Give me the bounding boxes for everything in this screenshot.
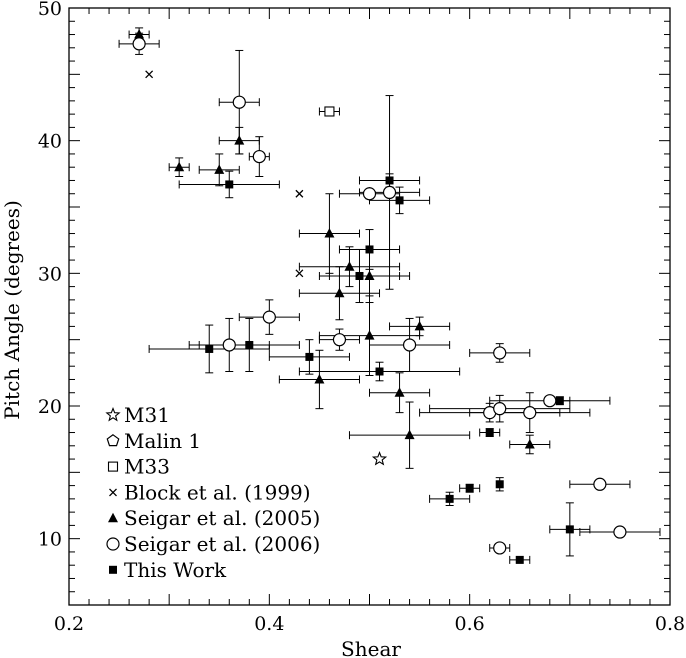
legend-entry: Malin 1 xyxy=(106,429,201,453)
legend-marker xyxy=(109,565,117,574)
data-point xyxy=(515,555,524,564)
y-tick-label: 30 xyxy=(38,263,62,285)
data-point xyxy=(234,135,245,145)
legend-entry: Seigar et al. (2006) xyxy=(106,532,320,556)
data-point xyxy=(225,180,234,189)
legend-marker xyxy=(108,512,118,523)
data-point xyxy=(314,373,325,384)
legend-label: This Work xyxy=(124,558,227,582)
legend-marker xyxy=(106,434,120,447)
data-point xyxy=(262,310,276,324)
legend-label: Seigar et al. (2006) xyxy=(124,532,320,556)
data-point xyxy=(334,287,345,298)
data-point xyxy=(145,70,154,79)
x-tick-label: 0.6 xyxy=(455,613,485,635)
data-point xyxy=(344,261,355,271)
data-point xyxy=(222,338,236,352)
axes: 0.2 0.4 0.6 0.8 10 20 30 40 50 xyxy=(38,0,685,635)
data-point xyxy=(394,387,405,397)
legend-entry: M33 xyxy=(107,455,170,479)
legend-label: Seigar et al. (2005) xyxy=(124,506,320,530)
legend-marker xyxy=(109,488,117,497)
data-point xyxy=(362,187,377,201)
legend-label: M31 xyxy=(124,403,170,427)
legend-entry: M31 xyxy=(105,403,170,427)
data-point xyxy=(465,484,474,493)
legend-entry: This Work xyxy=(109,558,227,582)
x-axis-title: Shear xyxy=(341,637,401,658)
legend-entry: Seigar et al. (2005) xyxy=(108,506,320,530)
data-point xyxy=(402,338,417,352)
data-point xyxy=(364,270,375,280)
data-point xyxy=(371,451,388,466)
data-point xyxy=(232,95,246,109)
data-point xyxy=(355,271,364,280)
legend-marker xyxy=(107,461,119,472)
data-point xyxy=(493,346,507,360)
data-point xyxy=(332,333,347,347)
data-point xyxy=(132,37,146,51)
legend-entry: Block et al. (1999) xyxy=(109,480,311,504)
data-point xyxy=(324,228,335,238)
legend-marker xyxy=(105,406,121,422)
y-tick-label: 10 xyxy=(38,529,62,551)
data-point xyxy=(295,269,304,278)
legend-label: Malin 1 xyxy=(124,429,201,453)
data-point xyxy=(214,164,225,174)
legend-marker xyxy=(106,537,120,551)
data-point xyxy=(524,438,535,449)
data-point xyxy=(565,525,574,534)
data-point xyxy=(523,406,537,420)
data-point xyxy=(252,149,266,164)
data-point xyxy=(382,185,397,200)
data-point xyxy=(324,106,335,117)
legend-label: M33 xyxy=(124,455,170,479)
data-point xyxy=(395,196,404,205)
y-tick-label: 40 xyxy=(38,131,62,153)
data-point xyxy=(493,541,507,555)
data-point xyxy=(613,525,627,539)
data-point xyxy=(174,161,185,172)
data-point xyxy=(365,245,374,254)
data-point xyxy=(593,477,607,491)
y-tick-label: 50 xyxy=(38,0,62,20)
data-point xyxy=(385,176,394,185)
data-point xyxy=(295,189,304,198)
data-point xyxy=(245,340,254,349)
data-point xyxy=(404,429,415,440)
data-point xyxy=(205,344,214,353)
data-point xyxy=(493,402,507,416)
y-axis-title: Pitch Angle (degrees) xyxy=(0,200,24,420)
data-point xyxy=(364,330,375,340)
data-point xyxy=(375,367,384,376)
x-tick-label: 0.4 xyxy=(254,613,284,635)
data-point xyxy=(305,352,314,361)
x-tick-label: 0.8 xyxy=(655,613,685,635)
data-point xyxy=(414,320,425,331)
data-point xyxy=(555,396,564,405)
data-point xyxy=(134,29,145,39)
data-point xyxy=(543,394,557,408)
legend-label: Block et al. (1999) xyxy=(124,480,311,504)
data-point xyxy=(495,480,504,489)
data-point xyxy=(485,428,494,437)
data-markers xyxy=(132,29,627,564)
y-tick-label: 20 xyxy=(38,396,62,418)
data-point xyxy=(445,494,454,503)
x-tick-label: 0.2 xyxy=(54,613,84,635)
